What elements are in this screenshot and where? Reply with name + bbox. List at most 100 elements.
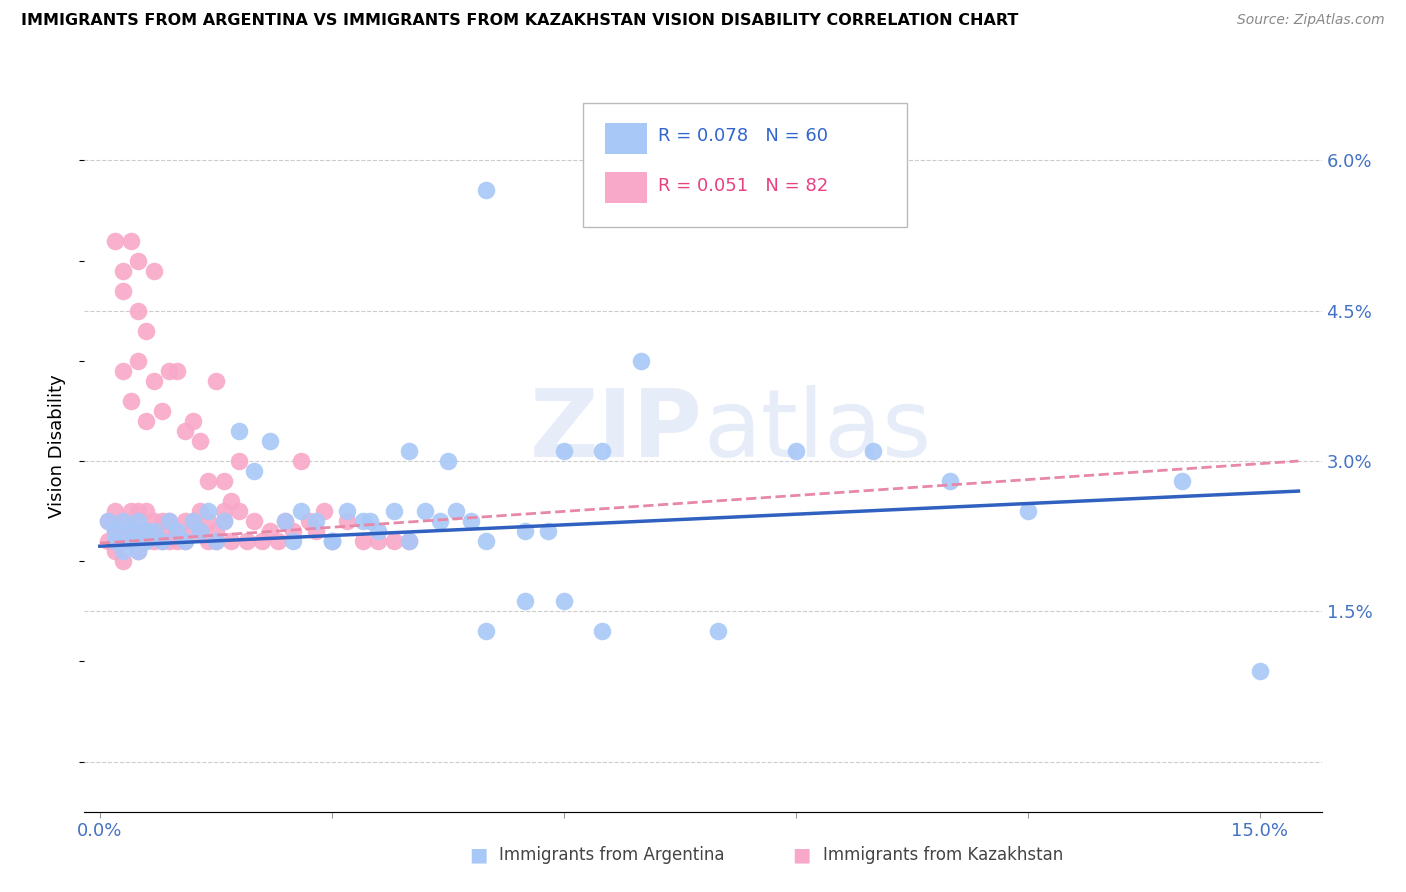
Point [212,514,235,528]
Point [150,524,173,538]
Point [290,504,312,518]
Point [630,354,652,368]
Point [236,534,259,549]
Point [398,444,420,458]
Point [159,514,181,528]
Point [128,544,150,558]
Point [188,434,212,448]
Point [515,594,537,608]
Point [143,524,166,538]
Point [104,524,127,538]
Point [128,303,150,318]
Point [398,534,420,549]
Point [135,324,157,338]
Point [243,464,266,478]
Point [135,504,157,518]
Point [143,374,166,388]
Point [120,393,142,408]
Text: Immigrants from Argentina: Immigrants from Argentina [499,846,724,863]
Point [128,514,150,528]
Point [174,424,197,438]
Point [321,534,343,549]
Text: Immigrants from Kazakhstan: Immigrants from Kazakhstan [823,846,1063,863]
Point [181,524,204,538]
Point [553,444,575,458]
Point [120,524,142,538]
Point [367,524,389,538]
Point [188,524,212,538]
Point [112,284,135,298]
Point [298,514,321,528]
Point [97,514,120,528]
Point [188,504,212,518]
Point [290,454,312,468]
Point [1171,474,1194,488]
Point [382,534,405,549]
Point [112,514,135,528]
Point [314,504,336,518]
Point [360,514,382,528]
Point [174,534,197,549]
Point [135,534,157,549]
Point [205,534,228,549]
Point [352,534,374,549]
Point [336,504,359,518]
Point [221,494,243,508]
Point [97,514,120,528]
Text: ■: ■ [468,845,488,864]
Point [181,514,204,528]
Point [592,624,614,639]
Point [437,454,460,468]
Point [515,524,537,538]
Point [321,534,343,549]
Point [212,504,235,518]
Y-axis label: Vision Disability: Vision Disability [48,374,66,518]
Point [243,514,266,528]
Point [143,514,166,528]
Point [135,414,157,428]
Point [128,504,150,518]
Text: R = 0.078   N = 60: R = 0.078 N = 60 [658,128,828,145]
Point [159,534,181,549]
Point [305,514,328,528]
Point [150,514,173,528]
Point [228,454,250,468]
Point [120,534,142,549]
Point [112,263,135,277]
Point [104,544,127,558]
Point [1249,665,1271,679]
Point [336,514,359,528]
Point [135,524,157,538]
Point [174,514,197,528]
Point [120,234,142,248]
Point [413,504,436,518]
Point [382,504,405,518]
Text: IMMIGRANTS FROM ARGENTINA VS IMMIGRANTS FROM KAZAKHSTAN VISION DISABILITY CORREL: IMMIGRANTS FROM ARGENTINA VS IMMIGRANTS … [21,13,1018,29]
Point [221,534,243,549]
Point [1017,504,1039,518]
Point [939,474,962,488]
Point [305,524,328,538]
Text: ■: ■ [792,845,811,864]
Point [104,524,127,538]
Point [862,444,884,458]
Point [352,514,374,528]
Point [159,364,181,378]
Point [212,474,235,488]
Point [120,524,142,538]
Point [112,534,135,549]
Point [112,364,135,378]
Point [475,624,498,639]
Point [205,534,228,549]
Point [166,364,188,378]
Point [112,554,135,568]
Point [128,354,150,368]
Point [197,534,219,549]
Text: Source: ZipAtlas.com: Source: ZipAtlas.com [1237,13,1385,28]
Point [212,514,235,528]
Point [104,534,127,549]
Text: R = 0.051   N = 82: R = 0.051 N = 82 [658,177,828,194]
Point [267,534,290,549]
Point [228,424,250,438]
Point [252,534,274,549]
